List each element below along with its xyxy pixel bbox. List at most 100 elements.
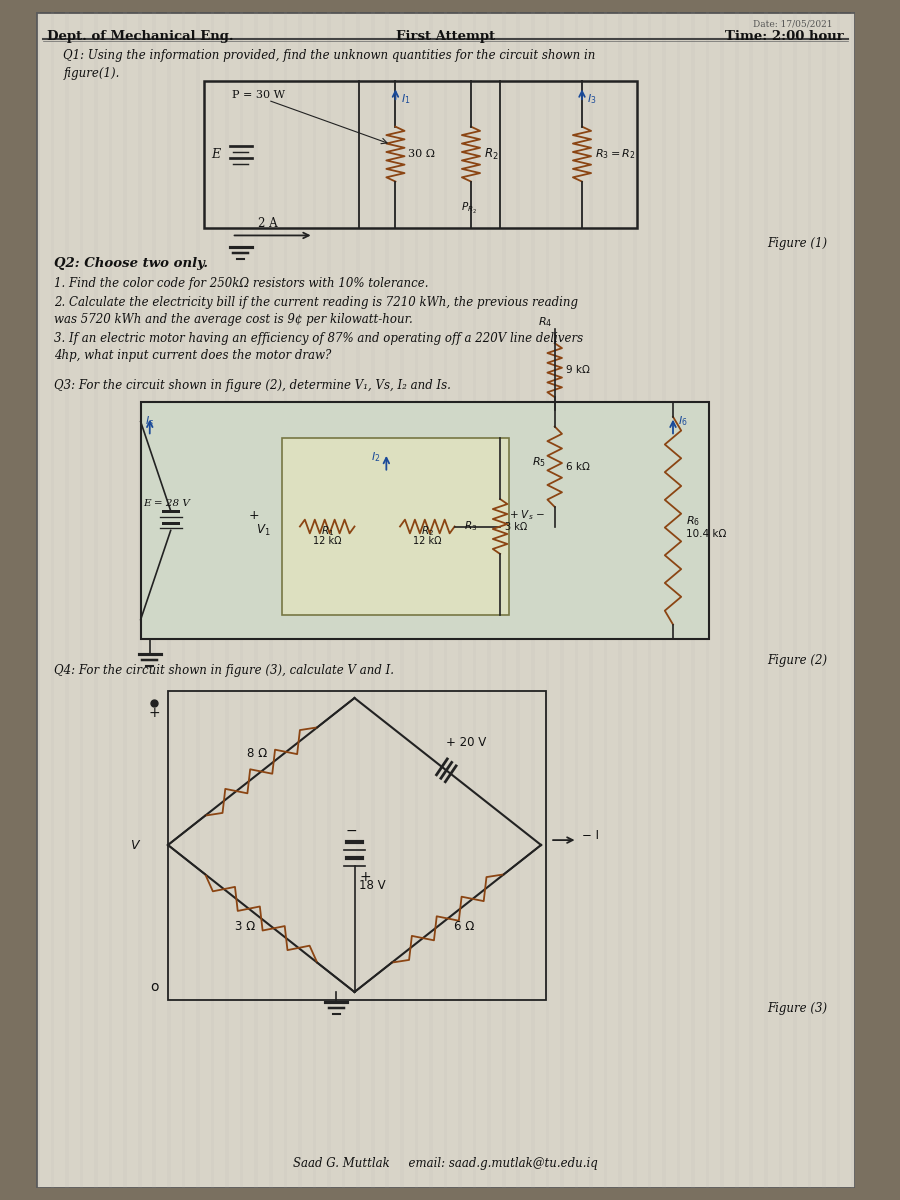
Text: P = 30 W: P = 30 W bbox=[231, 90, 284, 101]
Text: 2. Calculate the electricity bill if the current reading is 7210 kWh, the previo: 2. Calculate the electricity bill if the… bbox=[54, 296, 578, 310]
Text: − I: − I bbox=[582, 829, 599, 841]
Bar bbox=[778, 12, 782, 1188]
Bar bbox=[691, 12, 695, 1188]
Bar bbox=[196, 12, 200, 1188]
Bar bbox=[458, 12, 462, 1188]
Bar bbox=[140, 402, 709, 640]
Text: 1. Find the color code for 250kΩ resistors with 10% tolerance.: 1. Find the color code for 250kΩ resisto… bbox=[54, 276, 428, 289]
Bar bbox=[298, 12, 302, 1188]
Bar bbox=[429, 12, 433, 1188]
Text: o: o bbox=[150, 980, 158, 994]
Text: E: E bbox=[212, 148, 220, 161]
Text: $I_1$: $I_1$ bbox=[400, 92, 410, 106]
Bar bbox=[123, 12, 127, 1188]
Text: 3. If an electric motor having an efficiency of 87% and operating off a 220V lin: 3. If an electric motor having an effici… bbox=[54, 332, 583, 346]
Bar bbox=[545, 12, 549, 1188]
Bar bbox=[750, 12, 753, 1188]
Text: Saad G. Muttlak     email: saad.g.mutlak@tu.edu.iq: Saad G. Muttlak email: saad.g.mutlak@tu.… bbox=[293, 1157, 598, 1170]
Bar bbox=[472, 12, 476, 1188]
Bar bbox=[65, 12, 68, 1188]
Bar bbox=[312, 12, 316, 1188]
Bar bbox=[502, 12, 506, 1188]
Bar bbox=[356, 12, 360, 1188]
Text: −: − bbox=[346, 824, 357, 838]
Bar bbox=[50, 12, 54, 1188]
Bar bbox=[168, 691, 545, 1000]
Text: 6 kΩ: 6 kΩ bbox=[565, 462, 590, 472]
Text: $I_3$: $I_3$ bbox=[588, 92, 597, 106]
Text: 6 Ω: 6 Ω bbox=[454, 920, 474, 932]
Text: Date: 17/05/2021: Date: 17/05/2021 bbox=[752, 20, 832, 29]
Bar bbox=[764, 12, 768, 1188]
Text: 4hp, what input current does the motor draw?: 4hp, what input current does the motor d… bbox=[54, 349, 331, 362]
Text: $R_3 = R_2$: $R_3 = R_2$ bbox=[595, 148, 635, 161]
Bar bbox=[328, 12, 331, 1188]
Text: was 5720 kWh and the average cost is 9¢ per kilowatt-hour.: was 5720 kWh and the average cost is 9¢ … bbox=[54, 313, 413, 326]
Text: 30 Ω: 30 Ω bbox=[409, 149, 436, 160]
Bar bbox=[400, 12, 403, 1188]
Text: $R_3$: $R_3$ bbox=[464, 520, 477, 533]
Text: $R_6$: $R_6$ bbox=[686, 514, 700, 528]
Text: Dept. of Mechanical Eng.: Dept. of Mechanical Eng. bbox=[47, 30, 233, 43]
Text: 2 A: 2 A bbox=[258, 216, 278, 229]
Text: 12 kΩ: 12 kΩ bbox=[313, 536, 341, 546]
Text: 8 Ω: 8 Ω bbox=[247, 748, 266, 761]
Bar bbox=[152, 12, 156, 1188]
Text: 18 V: 18 V bbox=[359, 880, 386, 893]
Bar bbox=[444, 12, 447, 1188]
Bar bbox=[793, 12, 796, 1188]
Text: Time: 2:00 hour: Time: 2:00 hour bbox=[725, 30, 844, 43]
Text: $I_2$: $I_2$ bbox=[371, 450, 380, 464]
Bar bbox=[837, 12, 841, 1188]
Text: Figure (2): Figure (2) bbox=[768, 654, 828, 667]
Bar bbox=[647, 12, 652, 1188]
Bar bbox=[167, 12, 171, 1188]
Text: $I_6$: $I_6$ bbox=[679, 414, 688, 427]
Text: figure(1).: figure(1). bbox=[63, 67, 120, 80]
Bar bbox=[239, 12, 244, 1188]
Bar bbox=[618, 12, 622, 1188]
Text: First Attempt: First Attempt bbox=[396, 30, 495, 43]
Bar bbox=[385, 12, 389, 1188]
Bar bbox=[807, 12, 811, 1188]
Bar bbox=[720, 12, 724, 1188]
Bar bbox=[531, 12, 535, 1188]
Text: Q1: Using the information provided, find the unknown quantities for the circuit : Q1: Using the information provided, find… bbox=[63, 49, 596, 62]
Text: 3 kΩ: 3 kΩ bbox=[505, 522, 526, 532]
Bar bbox=[282, 438, 509, 614]
Bar bbox=[560, 12, 563, 1188]
Text: 10.4 kΩ: 10.4 kΩ bbox=[686, 529, 726, 539]
Bar bbox=[662, 12, 666, 1188]
Text: Q4: For the circuit shown in figure (3), calculate V and I.: Q4: For the circuit shown in figure (3),… bbox=[54, 664, 394, 677]
Bar bbox=[677, 12, 680, 1188]
Bar bbox=[706, 12, 709, 1188]
Text: V: V bbox=[130, 839, 139, 852]
Text: $P_{R_2}$: $P_{R_2}$ bbox=[461, 200, 477, 216]
Bar bbox=[371, 12, 374, 1188]
Bar bbox=[255, 12, 258, 1188]
Text: Figure (3): Figure (3) bbox=[768, 1002, 828, 1015]
Bar bbox=[211, 12, 214, 1188]
Bar bbox=[851, 12, 855, 1188]
Bar bbox=[80, 12, 84, 1188]
Text: $R_2$: $R_2$ bbox=[421, 524, 434, 539]
Bar bbox=[633, 12, 636, 1188]
Bar bbox=[517, 12, 520, 1188]
Bar bbox=[590, 12, 593, 1188]
Bar bbox=[488, 12, 491, 1188]
Text: +: + bbox=[249, 509, 260, 522]
Bar bbox=[575, 12, 579, 1188]
Text: 12 kΩ: 12 kΩ bbox=[413, 536, 442, 546]
Bar bbox=[36, 12, 40, 1188]
Text: Figure (1): Figure (1) bbox=[768, 238, 828, 251]
Text: +: + bbox=[148, 706, 160, 720]
Bar bbox=[182, 12, 185, 1188]
Bar bbox=[342, 12, 346, 1188]
Bar bbox=[138, 12, 141, 1188]
Bar bbox=[284, 12, 287, 1188]
Bar bbox=[225, 12, 229, 1188]
Text: + 20 V: + 20 V bbox=[446, 736, 486, 749]
Text: + $V_s$ −: + $V_s$ − bbox=[509, 508, 545, 522]
Bar bbox=[269, 12, 273, 1188]
Text: $R_2$: $R_2$ bbox=[483, 146, 499, 162]
